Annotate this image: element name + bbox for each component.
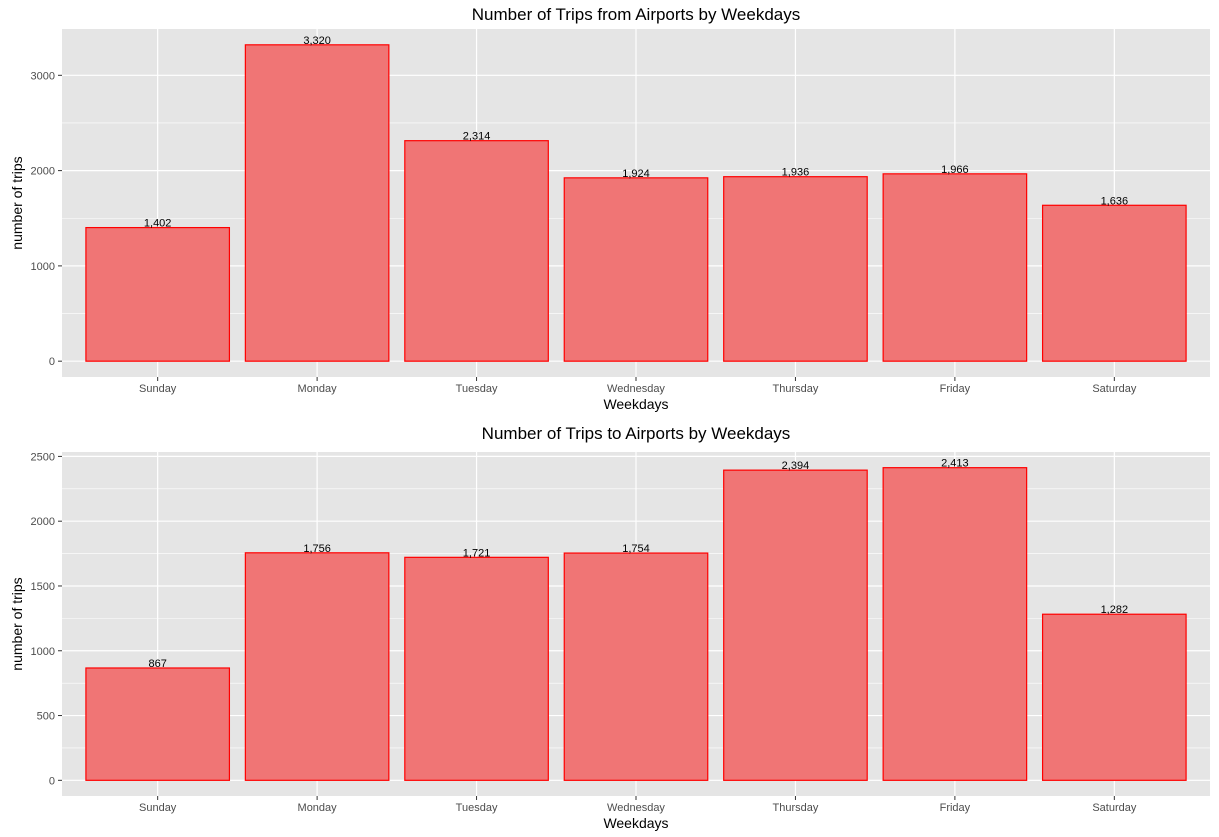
x-tick-label: Sunday xyxy=(139,383,177,395)
bar-tuesday xyxy=(404,140,549,362)
x-tick-label: Wednesday xyxy=(607,383,665,395)
data-label: 1,966 xyxy=(941,164,969,176)
x-tick-label: Tuesday xyxy=(456,383,498,395)
data-label: 1,924 xyxy=(622,168,650,180)
bar-wednesday xyxy=(563,177,709,362)
y-tick-label: 2000 xyxy=(31,166,55,178)
bar-friday xyxy=(882,467,1028,781)
y-tick-label: 1500 xyxy=(31,581,55,593)
y-axis-title: number of trips xyxy=(9,577,25,670)
chart-trips-to-airports: Number of Trips to Airports by Weekdays 0… xyxy=(9,424,1210,831)
y-tick-label: 0 xyxy=(49,356,55,368)
x-tick-label: Saturday xyxy=(1092,802,1137,814)
x-tick-label: Friday xyxy=(940,383,971,395)
data-label: 1,282 xyxy=(1101,604,1129,616)
x-tick-label: Thursday xyxy=(773,383,819,395)
bar-monday xyxy=(244,44,390,362)
bar-friday xyxy=(882,173,1028,362)
x-tick-label: Monday xyxy=(298,383,338,395)
y-tick-label: 3000 xyxy=(31,70,55,82)
y-tick-label: 1000 xyxy=(31,261,55,273)
data-label: 1,636 xyxy=(1101,195,1129,207)
data-label: 1,402 xyxy=(144,218,172,230)
y-tick-label: 500 xyxy=(37,711,55,723)
bar-saturday xyxy=(1041,204,1187,362)
y-tick-label: 2000 xyxy=(31,516,55,528)
data-label: 2,314 xyxy=(463,131,491,143)
bar-thursday xyxy=(723,176,868,362)
x-tick-label: Sunday xyxy=(139,802,177,814)
data-label: 2,413 xyxy=(941,458,969,470)
x-tick-label: Thursday xyxy=(773,802,819,814)
y-tick-label: 0 xyxy=(49,775,55,787)
y-axis-title: number of trips xyxy=(9,156,25,249)
data-label: 1,721 xyxy=(463,547,491,559)
bar-saturday xyxy=(1041,613,1187,781)
y-tick-label: 2500 xyxy=(31,451,55,463)
bar-sunday xyxy=(85,667,231,781)
bar-wednesday xyxy=(563,552,709,781)
x-axis-title: Weekdays xyxy=(603,815,668,831)
data-label: 1,756 xyxy=(303,543,331,555)
y-tick-label: 1000 xyxy=(31,646,55,658)
data-label: 867 xyxy=(148,658,166,670)
data-label: 3,320 xyxy=(303,35,331,47)
x-tick-label: Saturday xyxy=(1092,383,1137,395)
bar-thursday xyxy=(723,469,868,781)
bar-monday xyxy=(244,552,390,781)
chart-trips-from-airports: Number of Trips from Airports by Weekday… xyxy=(9,5,1210,412)
x-tick-label: Tuesday xyxy=(456,802,498,814)
x-axis-title: Weekdays xyxy=(603,396,668,412)
x-tick-label: Wednesday xyxy=(607,802,665,814)
bar-tuesday xyxy=(404,556,549,781)
chart-title: Number of Trips from Airports by Weekday… xyxy=(472,5,800,24)
data-label: 1,936 xyxy=(782,167,810,179)
data-label: 1,754 xyxy=(622,543,650,555)
x-tick-label: Friday xyxy=(940,802,971,814)
bar-sunday xyxy=(85,226,231,362)
data-label: 2,394 xyxy=(782,460,810,472)
chart-title: Number of Trips to Airports by Weekdays xyxy=(482,424,791,443)
x-tick-label: Monday xyxy=(298,802,338,814)
